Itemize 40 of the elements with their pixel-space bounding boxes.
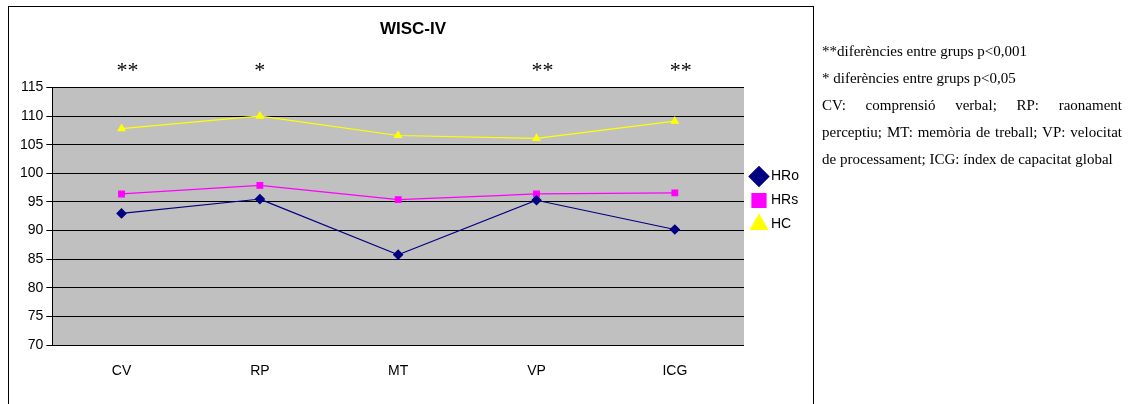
x-tick-label: RP (250, 362, 270, 379)
x-tick-label: MT (388, 362, 409, 379)
legend-label: HRo (770, 167, 800, 184)
y-tick-label: 80 (27, 278, 44, 295)
x-tick-label: VP (527, 362, 546, 379)
point (118, 190, 125, 198)
point (532, 133, 541, 141)
y-tick-label: 70 (27, 336, 44, 353)
point (256, 181, 264, 189)
point (671, 189, 679, 197)
point (254, 194, 265, 205)
y-tick-label: 85 (27, 250, 44, 267)
text: ** (116, 57, 139, 83)
point (669, 224, 680, 235)
point (531, 195, 542, 206)
y-tick-label: 100 (20, 164, 44, 181)
y-tick-label: 75 (27, 307, 44, 324)
point (255, 111, 264, 119)
text: **diferències entre grups p<0,001 (822, 42, 1029, 61)
text: CV: comprensió verbal; RP: raonament perceptiu; MT: memòria de treball; VP: velocitat de processament; ICG: índex de capacitat global (822, 96, 1122, 169)
point (393, 249, 404, 260)
point (116, 208, 127, 219)
point (670, 116, 679, 124)
y-tick-label: 95 (27, 192, 44, 209)
point (117, 124, 126, 132)
y-tick-label: 90 (27, 221, 44, 238)
x-tick-label: CV (111, 362, 132, 379)
text: ** (531, 57, 554, 83)
text: ** (669, 57, 692, 83)
point (394, 196, 402, 204)
y-tick-label: 105 (20, 135, 44, 152)
legend-label: HC (770, 215, 792, 232)
y-tick-label: 110 (21, 106, 44, 123)
text: * (254, 57, 266, 83)
x-tick-label: ICG (662, 362, 688, 379)
point (394, 130, 403, 139)
chart-title: WISC-IV (379, 18, 447, 38)
text: * diferències entre grups p<0,05 (822, 69, 1017, 88)
legend-label: HRs (770, 191, 799, 208)
y-tick-label: 115 (21, 78, 44, 95)
